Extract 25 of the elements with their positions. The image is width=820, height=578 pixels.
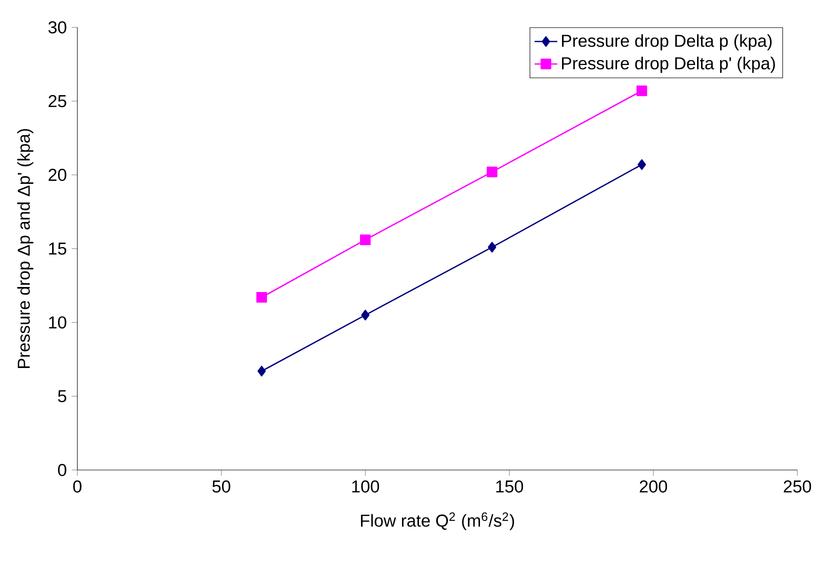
x-tick-label: 0 bbox=[73, 480, 82, 493]
point bbox=[258, 366, 266, 376]
legend-label: Pressure drop Delta p' (kpa) bbox=[562, 56, 775, 73]
point bbox=[636, 85, 648, 96]
y-axis-title: Pressure drop Δp and Δp' (kpa) bbox=[17, 129, 34, 368]
point bbox=[360, 234, 371, 246]
x-tick-label: 100 bbox=[352, 480, 380, 493]
y-tick-label: 20 bbox=[48, 168, 66, 181]
point bbox=[488, 242, 496, 253]
y-tick-label: 10 bbox=[49, 316, 66, 329]
point bbox=[361, 310, 370, 320]
y-tick-label: 25 bbox=[48, 94, 66, 108]
y-tick-label: 30 bbox=[48, 21, 66, 34]
x-tick-label: 250 bbox=[784, 480, 812, 493]
y-tick-label: 15 bbox=[49, 242, 66, 255]
y-tick-label: 0 bbox=[58, 464, 66, 476]
x-tick-label: 200 bbox=[640, 480, 668, 493]
legend-label: Pressure drop Delta p (kpa) bbox=[562, 34, 772, 50]
y-tick-label: 5 bbox=[58, 390, 66, 402]
point bbox=[486, 166, 498, 178]
point bbox=[256, 292, 267, 303]
x-tick-label: 50 bbox=[212, 480, 230, 493]
x-axis-title: Flow rate Q$^{2}$ (m$^{6}$/s$^{2}$) bbox=[360, 512, 514, 530]
point bbox=[638, 159, 646, 170]
x-tick-label: 150 bbox=[496, 480, 524, 493]
